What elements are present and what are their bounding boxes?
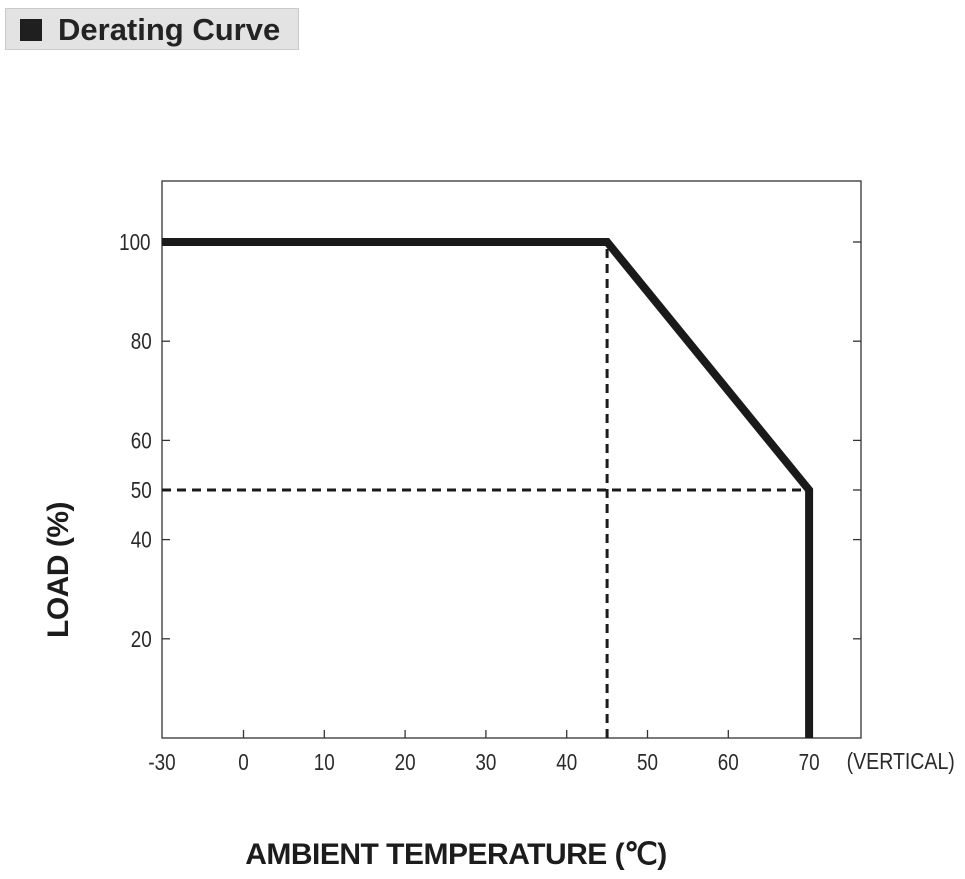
x-tick-label: 50 (637, 750, 658, 775)
y-tick-label: 60 (131, 429, 152, 454)
plot-frame (161, 180, 862, 739)
x-axis-extra-label: (VERTICAL) (847, 749, 955, 775)
y-tick-label: 50 (131, 478, 152, 503)
section-header: Derating Curve (5, 8, 299, 50)
x-tick-label: 0 (238, 750, 248, 775)
x-tick-label: 10 (314, 750, 335, 775)
y-tick-label: 20 (131, 627, 152, 652)
x-tick-label: 30 (475, 750, 496, 775)
x-tick-label: -30 (148, 750, 175, 775)
derating-curve-line (162, 238, 814, 738)
x-tick-labels: -30 0 10 20 30 40 50 60 70 (148, 750, 819, 775)
square-bullet-icon (20, 19, 42, 41)
y-axis-title: LOAD (%) (42, 502, 75, 638)
reference-lines (162, 242, 810, 738)
y-tick-labels: 20 40 50 60 80 100 (119, 230, 152, 652)
x-tick-label: 60 (718, 750, 739, 775)
series-layer (162, 238, 814, 738)
y-tick-label: 40 (131, 528, 152, 553)
x-tick-label: 40 (556, 750, 577, 775)
y-tick-label: 80 (131, 330, 152, 355)
x-tick-label: 70 (799, 750, 820, 775)
x-axis-title: AMBIENT TEMPERATURE (℃) (245, 838, 667, 871)
x-tick-label: 20 (395, 750, 416, 775)
y-tick-label: 100 (119, 230, 150, 255)
section-title: Derating Curve (58, 12, 281, 47)
